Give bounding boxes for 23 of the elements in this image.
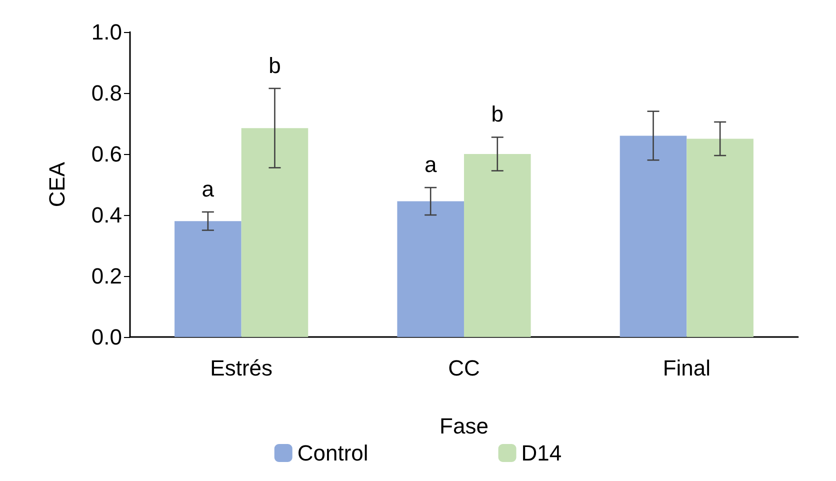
data-label: a [202,176,215,202]
y-axis-title: CEA [44,162,70,208]
y-tick-label: 1.0 [91,20,122,44]
bar [174,221,242,337]
bar [620,136,687,337]
bar [686,138,754,337]
x-tick-label: Final [662,356,711,380]
data-label: b [268,52,281,78]
x-tick-label: CC [448,356,480,380]
data-label: b [491,102,504,127]
bar [241,128,308,337]
data-label: a [424,152,438,178]
y-tick-label: 0.2 [91,264,122,288]
bar [397,201,464,337]
legend-label: D14 [521,440,562,466]
x-axis-title: Fase [440,414,488,438]
y-tick-label: 0.0 [91,324,122,350]
y-tick-label: 0.8 [91,80,122,106]
bar [464,154,531,337]
x-tick-label: Estrés [210,356,273,380]
y-tick-label: 0.6 [91,142,122,166]
y-tick-label: 0.4 [91,202,122,228]
legend-label: Control [297,440,368,466]
